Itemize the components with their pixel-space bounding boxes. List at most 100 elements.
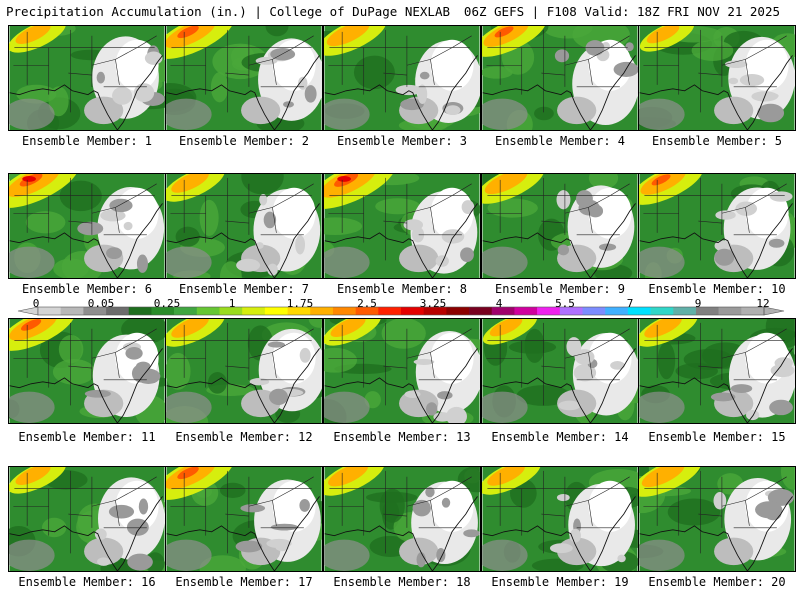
ensemble-panel-10 xyxy=(638,173,796,279)
colorbar-segment xyxy=(582,307,606,315)
dry-area xyxy=(404,390,421,398)
dry-area xyxy=(267,341,286,348)
precip-area xyxy=(330,319,366,337)
dry-area xyxy=(166,98,212,130)
colorbar-segment xyxy=(627,307,651,315)
ensemble-member-label: Ensemble Member: 9 xyxy=(494,282,626,296)
ensemble-member-label: Ensemble Member: 2 xyxy=(178,134,310,148)
colorbar-segment xyxy=(514,307,538,315)
dry-area xyxy=(625,42,634,52)
precip-area xyxy=(534,106,554,121)
dry-area xyxy=(299,499,310,512)
dry-area xyxy=(166,246,212,278)
precip-area xyxy=(379,488,405,523)
precip-area xyxy=(381,319,426,349)
colorbar-frame xyxy=(37,306,765,316)
colorbar-tick-label: 3.25 xyxy=(419,297,447,310)
dry-area xyxy=(235,540,263,553)
precip-map xyxy=(8,466,166,572)
ensemble-member-label: Ensemble Member: 6 xyxy=(21,282,153,296)
dry-area xyxy=(759,92,779,99)
dry-area xyxy=(558,400,581,411)
dry-area xyxy=(413,358,435,365)
precip-area xyxy=(324,347,358,373)
precip-area xyxy=(651,174,671,186)
ensemble-panel-6 xyxy=(8,173,166,279)
dry-area xyxy=(84,389,111,398)
ensemble-member-label: Ensemble Member: 8 xyxy=(336,282,468,296)
dry-area xyxy=(770,363,795,378)
precip-area xyxy=(177,26,199,39)
precip-area xyxy=(41,517,67,538)
precip-area xyxy=(15,467,51,485)
dry-area xyxy=(430,39,474,91)
dry-area xyxy=(610,361,625,370)
dry-area xyxy=(728,77,739,85)
precip-map xyxy=(481,173,639,279)
precip-map xyxy=(8,25,166,131)
precip-map xyxy=(638,25,796,131)
dry-area xyxy=(735,201,758,216)
ensemble-panel-13 xyxy=(323,318,481,424)
dry-area xyxy=(617,554,626,563)
ensemble-member-label: Ensemble Member: 3 xyxy=(336,134,468,148)
ensemble-member-label: Ensemble Member: 12 xyxy=(175,430,313,444)
colorbar-tick-label: 9 xyxy=(694,297,702,310)
coastline xyxy=(324,203,478,278)
ensemble-panel-16 xyxy=(8,466,166,572)
dry-area xyxy=(97,557,111,566)
colorbar-segment xyxy=(673,307,697,315)
precip-area xyxy=(644,319,682,338)
dry-area xyxy=(588,187,632,239)
precip-area xyxy=(667,498,721,526)
colorbar-tick-label: 2.5 xyxy=(357,297,377,310)
coastline xyxy=(166,348,320,423)
dry-area xyxy=(236,258,261,272)
ensemble-panel-12 xyxy=(165,318,323,424)
dry-area xyxy=(241,96,281,125)
dry-area xyxy=(755,501,783,519)
coastline xyxy=(9,348,163,423)
dry-area xyxy=(108,504,135,519)
dry-area xyxy=(324,539,370,571)
precip-map xyxy=(165,318,323,424)
dry-area xyxy=(96,71,105,84)
colorbar-segment xyxy=(60,307,84,315)
dry-area xyxy=(136,254,148,273)
colorbar-tick-label: 4 xyxy=(495,297,503,310)
dry-area xyxy=(9,391,55,423)
colorbar-segment xyxy=(196,307,220,315)
ensemble-panel-5 xyxy=(638,25,796,131)
state-borders xyxy=(328,29,472,113)
ensemble-panel-8 xyxy=(323,173,481,279)
colorbar-segment xyxy=(741,307,765,315)
colorbar-segment xyxy=(264,307,288,315)
state-borders xyxy=(328,470,472,554)
ensemble-member-label: Ensemble Member: 5 xyxy=(651,134,783,148)
precip-area xyxy=(20,319,42,331)
state-borders xyxy=(328,322,472,406)
dry-area xyxy=(433,412,452,422)
colorbar-segment xyxy=(355,307,379,315)
dry-area xyxy=(106,247,123,260)
colorbar-segment xyxy=(491,307,515,315)
colorbar-segment xyxy=(537,307,561,315)
precip-area xyxy=(482,66,513,79)
model-run-info: 06Z GEFS | F108 Valid: 18Z FRI NOV 21 20… xyxy=(463,4,780,19)
ensemble-panel-9 xyxy=(481,173,639,279)
colorbar-segment xyxy=(332,307,356,315)
colorbar-tick-label: 1 xyxy=(228,297,236,310)
dry-area xyxy=(556,190,571,210)
dry-area xyxy=(138,498,149,515)
state-borders xyxy=(486,29,630,113)
map-title: Precipitation Accumulation (in.) | Colle… xyxy=(6,4,451,19)
colorbar-tick-label: 1.75 xyxy=(286,297,314,310)
dry-area xyxy=(639,98,685,130)
dry-area xyxy=(713,492,727,510)
dry-area xyxy=(84,537,124,566)
coastline xyxy=(482,203,636,278)
precip-area xyxy=(175,226,200,247)
dry-area xyxy=(411,226,425,243)
dry-area xyxy=(573,364,597,382)
state-borders xyxy=(486,470,630,554)
